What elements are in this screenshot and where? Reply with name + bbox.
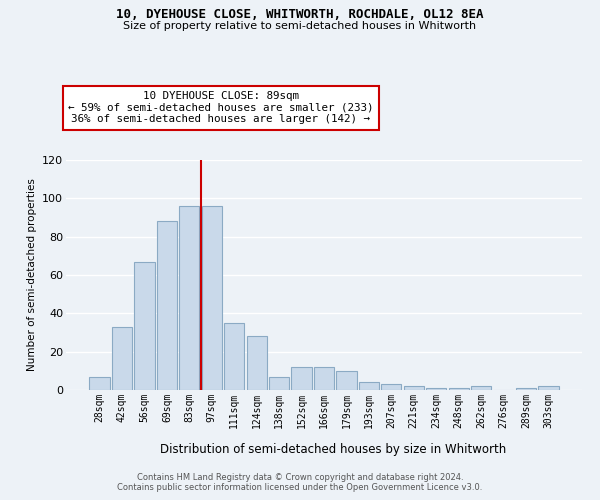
Bar [157,222,177,390]
Bar [538,386,559,390]
Bar [224,323,244,390]
Bar [359,382,379,390]
Y-axis label: Number of semi-detached properties: Number of semi-detached properties [26,178,37,372]
Bar [516,388,536,390]
Bar [337,371,356,390]
Bar [471,386,491,390]
Bar [381,384,401,390]
Bar [247,336,267,390]
Bar [89,376,110,390]
Text: Size of property relative to semi-detached houses in Whitworth: Size of property relative to semi-detach… [124,21,476,31]
Text: Contains HM Land Registry data © Crown copyright and database right 2024.
Contai: Contains HM Land Registry data © Crown c… [118,473,482,492]
Bar [292,367,311,390]
Text: 10 DYEHOUSE CLOSE: 89sqm
← 59% of semi-detached houses are smaller (233)
36% of : 10 DYEHOUSE CLOSE: 89sqm ← 59% of semi-d… [68,91,374,124]
Bar [179,206,199,390]
Text: 10, DYEHOUSE CLOSE, WHITWORTH, ROCHDALE, OL12 8EA: 10, DYEHOUSE CLOSE, WHITWORTH, ROCHDALE,… [116,8,484,20]
Bar [314,367,334,390]
Bar [202,206,222,390]
Bar [112,327,132,390]
Text: Distribution of semi-detached houses by size in Whitworth: Distribution of semi-detached houses by … [160,442,506,456]
Bar [134,262,155,390]
Bar [426,388,446,390]
Bar [404,386,424,390]
Bar [449,388,469,390]
Bar [269,376,289,390]
